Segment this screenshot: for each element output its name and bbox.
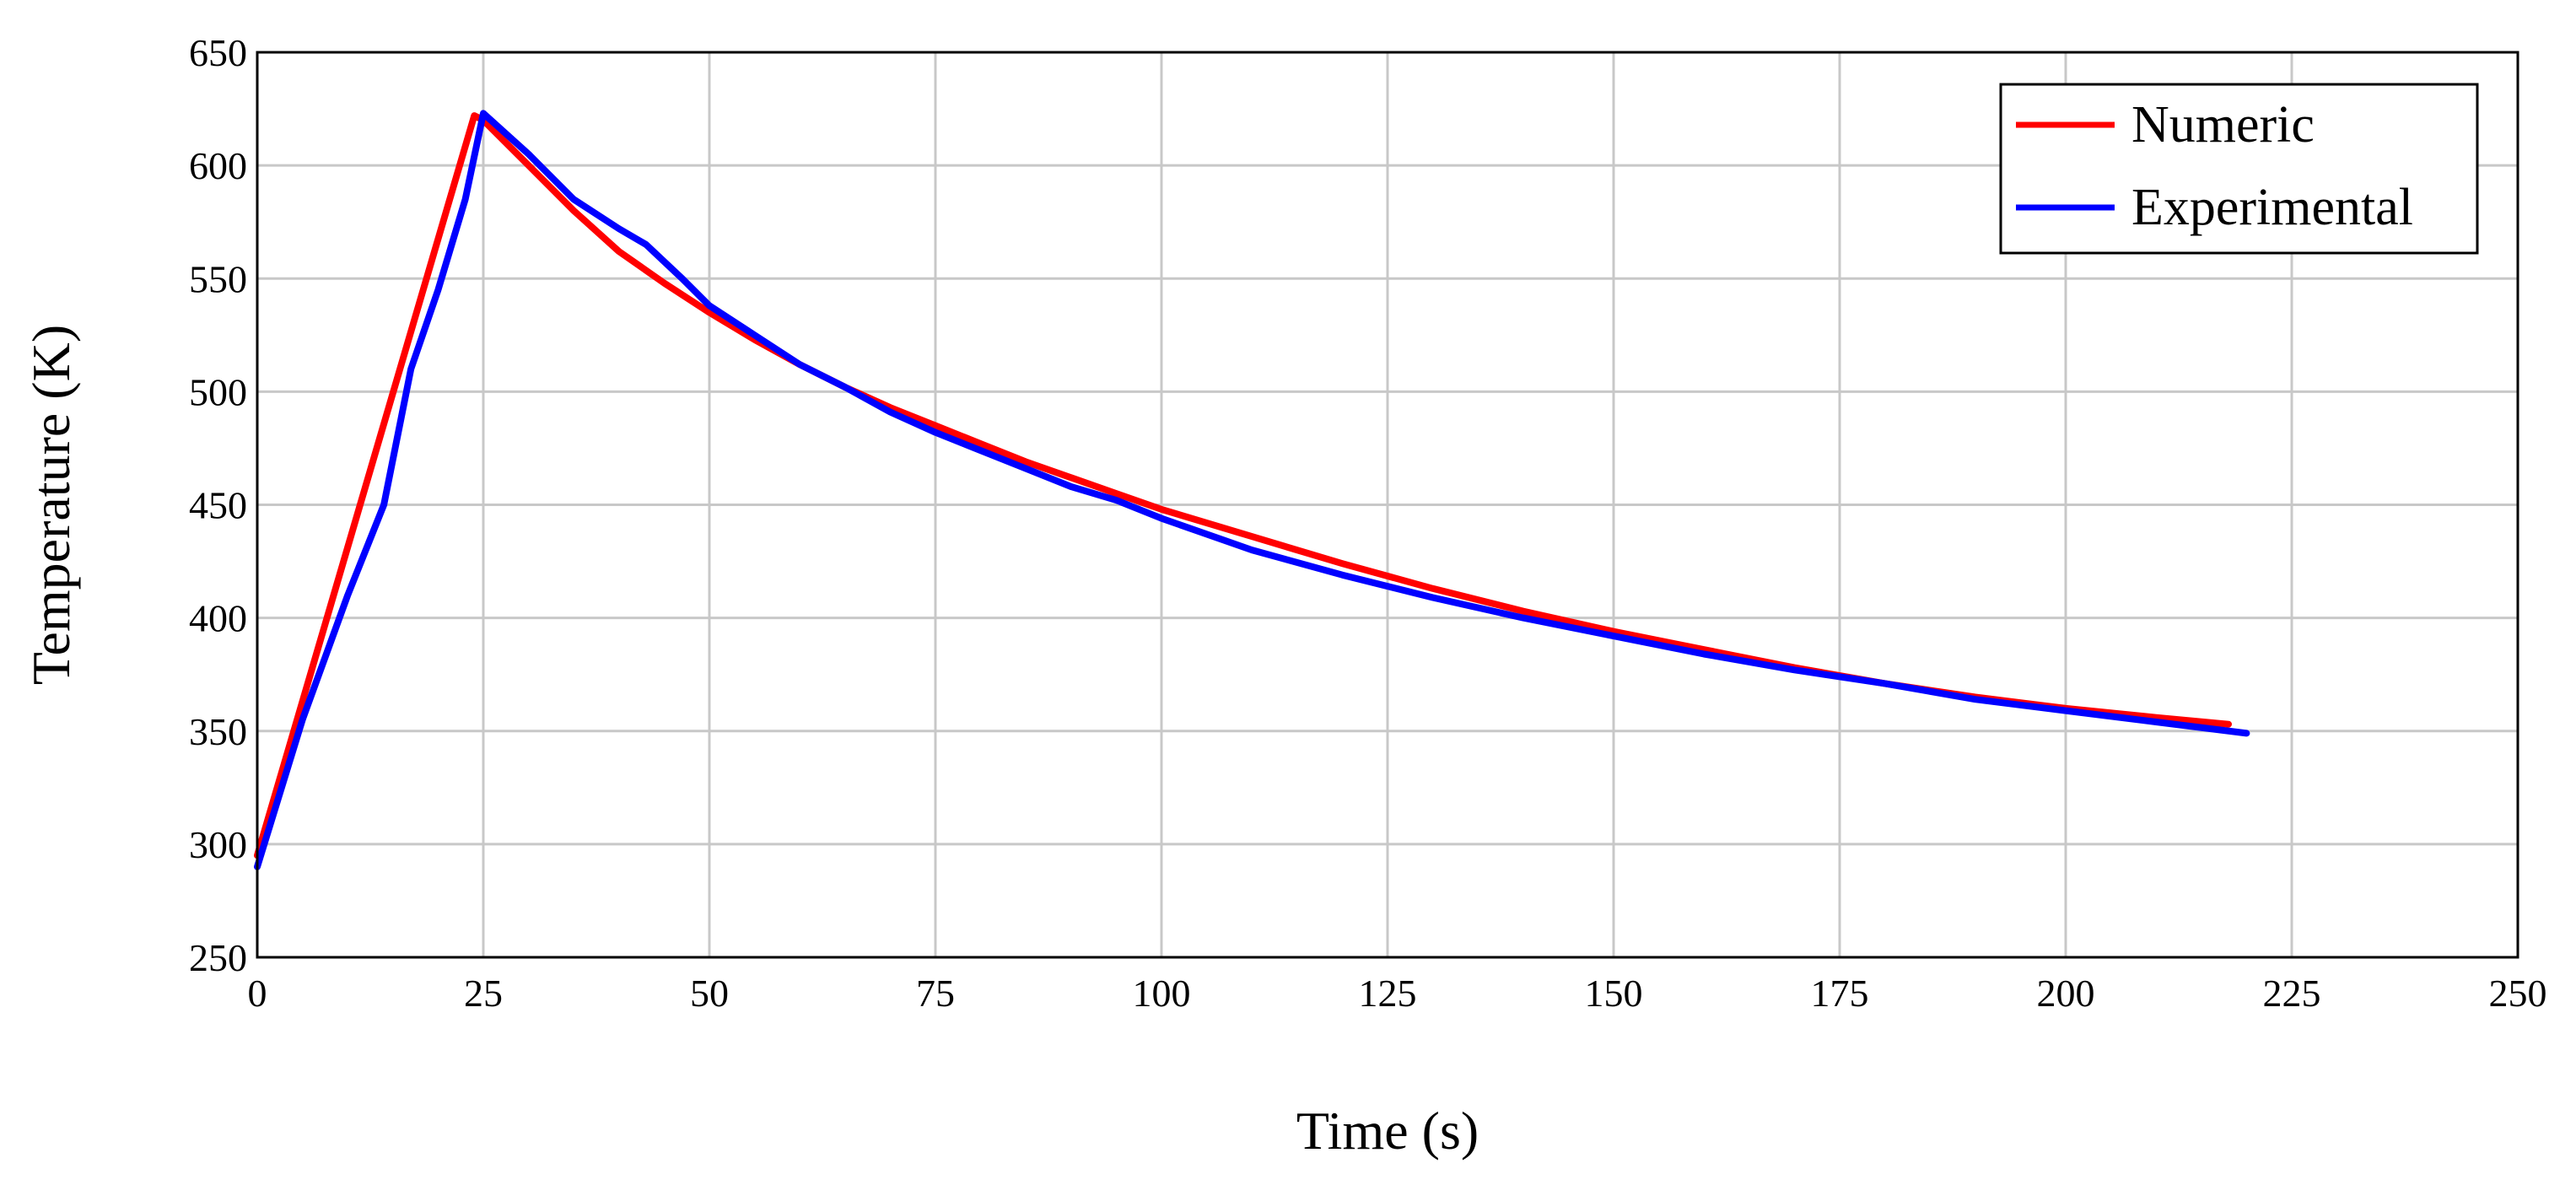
legend: Numeric Experimental — [1999, 83, 2479, 255]
y-tick-label-650: 650 — [189, 31, 247, 74]
y-axis-title: Temperature (K) — [21, 325, 81, 685]
y-tick-label-450: 450 — [189, 484, 247, 527]
x-tick-label-150: 150 — [1585, 972, 1643, 1015]
x-tick-label-225: 225 — [2263, 972, 2321, 1015]
y-tick-label-300: 300 — [189, 823, 247, 866]
series-line-experimental — [254, 110, 2250, 870]
x-tick-labels: 0 25 50 75 100 125 150 175 200 225 250 — [248, 972, 2547, 1015]
x-tick-label-75: 75 — [916, 972, 955, 1015]
plot-frame — [256, 51, 2519, 959]
y-tick-label-500: 500 — [189, 370, 247, 413]
y-tick-label-600: 600 — [189, 144, 247, 187]
x-tick-label-200: 200 — [2037, 972, 2095, 1015]
x-tick-label-50: 50 — [690, 972, 729, 1015]
y-tick-label-550: 550 — [189, 257, 247, 300]
x-tick-label-175: 175 — [1811, 972, 1869, 1015]
y-tick-label-350: 350 — [189, 710, 247, 753]
x-tick-label-125: 125 — [1359, 972, 1417, 1015]
y-tick-label-400: 400 — [189, 597, 247, 640]
x-tick-label-0: 0 — [248, 972, 267, 1015]
y-tick-labels: 250 300 350 400 450 500 550 600 650 — [189, 31, 247, 979]
x-tick-label-250: 250 — [2489, 972, 2547, 1015]
legend-label-numeric: Numeric — [2131, 96, 2315, 154]
legend-box — [1999, 83, 2479, 255]
series-line-numeric — [254, 112, 2232, 859]
x-axis-title: Time (s) — [1296, 1101, 1479, 1161]
series-lines — [254, 110, 2250, 870]
x-tick-label-100: 100 — [1133, 972, 1191, 1015]
legend-label-experimental: Experimental — [2131, 179, 2413, 236]
x-tick-label-25: 25 — [464, 972, 503, 1015]
y-tick-label-250: 250 — [189, 936, 247, 979]
